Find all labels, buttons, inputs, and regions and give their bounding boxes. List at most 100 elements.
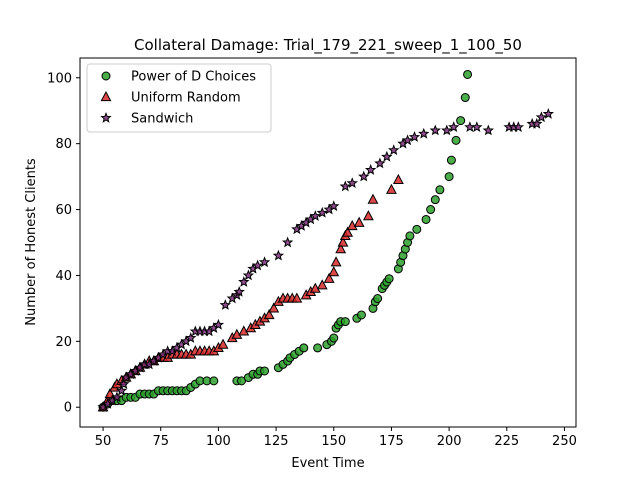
data-point	[251, 259, 264, 271]
legend-entry: Power of D Choices	[101, 70, 256, 85]
data-point	[337, 236, 349, 247]
data-point	[323, 272, 335, 283]
legend-marker	[100, 112, 112, 123]
legend-marker	[100, 90, 112, 102]
data-point	[313, 343, 323, 353]
x-tick-label: 250	[552, 434, 577, 449]
x-tick-label: 75	[152, 434, 169, 449]
y-tick-label: 20	[55, 335, 72, 350]
data-point	[260, 366, 270, 376]
data-point	[272, 249, 285, 261]
data-point	[263, 308, 275, 320]
data-point	[405, 231, 415, 241]
chart-title: Collateral Damage: Trial_179_221_sweep_1…	[134, 36, 522, 55]
data-point	[356, 310, 366, 320]
y-tick-label: 100	[47, 71, 72, 86]
data-point	[365, 164, 377, 175]
data-point	[233, 285, 245, 297]
data-point	[412, 224, 422, 234]
data-point	[374, 157, 386, 169]
y-tick-label: 40	[55, 269, 72, 284]
data-point	[335, 243, 347, 254]
data-point	[463, 69, 473, 79]
data-point	[342, 226, 354, 237]
data-point	[309, 210, 321, 221]
data-point	[456, 116, 466, 126]
data-point	[339, 180, 351, 192]
data-point	[384, 274, 394, 284]
data-point	[118, 378, 130, 389]
data-point	[451, 135, 461, 145]
data-point	[429, 124, 441, 136]
data-point	[328, 266, 340, 277]
data-point	[242, 269, 255, 281]
x-axis-title: Event Time	[291, 456, 364, 471]
legend-label: Uniform Random	[131, 91, 241, 106]
x-tick-label: 50	[95, 434, 112, 449]
legend-entry: Sandwich	[100, 112, 193, 127]
data-point	[367, 193, 379, 204]
x-tick-label: 150	[321, 434, 346, 449]
data-point	[316, 206, 328, 218]
data-point	[421, 214, 431, 224]
legend-label: Power of D Choices	[131, 70, 256, 85]
data-point	[217, 338, 229, 349]
data-point	[316, 279, 328, 290]
data-point	[115, 384, 128, 396]
x-tick-label: 225	[494, 434, 519, 449]
legend-box	[86, 63, 272, 133]
series-3	[97, 108, 554, 413]
data-point	[258, 256, 271, 268]
data-point	[542, 108, 554, 119]
data-point	[209, 376, 219, 386]
y-axis: 0 20 40 60 80 100	[47, 71, 80, 416]
data-point	[330, 256, 342, 267]
data-point	[373, 294, 383, 304]
data-point	[281, 236, 294, 248]
data-point	[430, 195, 440, 205]
legend: Power of D Choices Uniform Random Sandwich	[86, 63, 272, 133]
data-point	[401, 134, 414, 146]
data-point	[531, 117, 543, 129]
data-point	[512, 121, 524, 133]
data-point	[340, 317, 350, 327]
data-point	[291, 292, 303, 303]
legend-marker	[101, 71, 111, 81]
data-point	[448, 121, 460, 133]
x-tick-label: 100	[206, 434, 231, 449]
legend-label: Sandwich	[131, 112, 193, 127]
data-point	[444, 172, 454, 182]
legend-entry: Uniform Random	[100, 90, 241, 106]
data-point	[392, 173, 404, 185]
data-point	[299, 343, 309, 353]
data-point	[388, 144, 400, 156]
data-point	[362, 210, 374, 221]
data-point	[460, 93, 470, 103]
y-tick-label: 80	[55, 137, 72, 152]
x-tick-label: 200	[437, 434, 462, 449]
x-axis: 50 75 100 125 150 175 200 225 250	[95, 427, 577, 449]
data-marks	[97, 69, 554, 413]
data-point	[535, 111, 548, 123]
y-tick-label: 0	[64, 401, 72, 416]
data-point	[446, 155, 456, 165]
data-point	[329, 333, 339, 343]
y-tick-label: 60	[55, 203, 72, 218]
x-tick-label: 125	[264, 434, 289, 449]
data-point	[435, 185, 445, 195]
data-point	[471, 121, 483, 133]
data-point	[426, 205, 436, 215]
data-point	[386, 183, 397, 194]
data-point	[328, 200, 340, 212]
data-point	[219, 299, 232, 310]
data-point	[353, 216, 365, 227]
plot-frame	[79, 57, 577, 428]
data-point	[268, 302, 280, 313]
data-point	[185, 332, 197, 343]
y-axis-title: Number of Honest Clients	[24, 158, 39, 326]
data-point	[358, 170, 370, 182]
data-point	[482, 124, 495, 136]
data-point	[441, 124, 453, 136]
data-point	[408, 131, 421, 142]
